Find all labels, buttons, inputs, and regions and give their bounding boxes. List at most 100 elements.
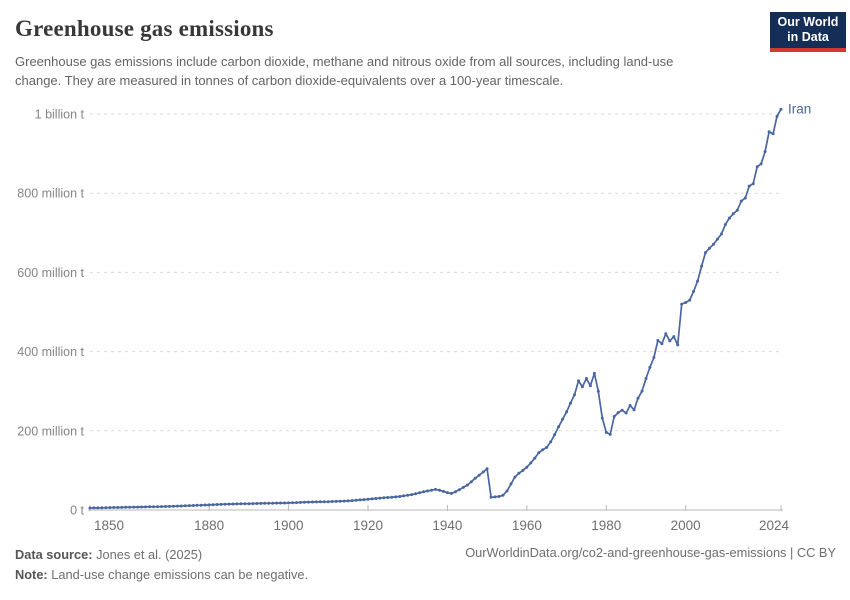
data-point (243, 502, 247, 506)
x-axis-label: 1880 (194, 518, 224, 533)
data-point (592, 371, 596, 375)
owid-logo[interactable]: Our World in Data (770, 12, 846, 52)
entity-label-iran[interactable]: Iran (788, 102, 811, 117)
data-point (533, 456, 537, 460)
data-point (660, 342, 664, 346)
y-axis-label: 600 million t (17, 266, 84, 280)
data-point (441, 489, 445, 493)
data-point (175, 504, 179, 508)
data-point (692, 289, 696, 293)
data-point (656, 339, 660, 342)
data-point (96, 506, 100, 510)
data-point (171, 504, 175, 508)
y-axis-label: 800 million t (17, 187, 84, 201)
data-point (370, 497, 374, 501)
attribution-link[interactable]: OurWorldinData.org/co2-and-greenhouse-ga… (465, 545, 836, 560)
data-point (445, 491, 449, 495)
data-point (283, 501, 287, 505)
data-point (755, 165, 759, 169)
data-point (573, 393, 576, 397)
data-point (263, 501, 267, 505)
data-point (477, 473, 481, 477)
data-point (418, 491, 422, 495)
data-point (481, 470, 485, 474)
owid-logo-line2: in Data (787, 30, 829, 44)
data-point (644, 377, 648, 380)
data-point (291, 501, 294, 505)
data-point (509, 482, 513, 486)
data-point (469, 480, 473, 484)
data-point (394, 495, 398, 499)
data-point (608, 432, 612, 436)
data-point (92, 506, 96, 510)
data-point (545, 445, 549, 449)
data-point (120, 505, 124, 509)
data-point (275, 501, 279, 505)
data-point (362, 498, 366, 502)
data-point (676, 343, 680, 347)
iran-emissions-line[interactable] (89, 108, 782, 509)
chart-subtitle: Greenhouse gas emissions include carbon … (15, 54, 674, 88)
data-point (231, 502, 235, 506)
note-label: Note: (15, 567, 48, 583)
data-point (561, 417, 565, 421)
data-point (203, 503, 207, 507)
data-point (636, 396, 640, 400)
owid-logo-line1: Our World (777, 15, 839, 29)
data-point (684, 301, 688, 304)
data-point (259, 501, 263, 505)
data-point (600, 416, 604, 420)
data-point (144, 505, 148, 509)
data-point (306, 500, 310, 504)
page-title: Greenhouse gas emissions (15, 16, 274, 41)
data-point (700, 264, 704, 268)
data-point (438, 488, 441, 492)
data-point (426, 489, 430, 493)
data-point (723, 223, 727, 226)
data-point (140, 505, 144, 509)
data-point (195, 503, 199, 507)
data-point (461, 485, 465, 489)
y-axis-label: 0 t (70, 504, 84, 518)
data-point (410, 493, 414, 497)
data-point (318, 500, 322, 504)
data-point (505, 489, 509, 493)
data-point (569, 401, 572, 405)
data-point (334, 499, 338, 503)
data-point (779, 107, 783, 111)
data-point (314, 500, 318, 504)
data-point (501, 493, 505, 497)
data-point (255, 502, 259, 505)
data-point (124, 505, 128, 509)
data-point (775, 114, 779, 118)
data-point (696, 279, 700, 283)
data-point (136, 505, 140, 509)
data-point (179, 504, 183, 508)
data-point (183, 504, 187, 508)
data-point (390, 495, 394, 499)
data-point (152, 505, 155, 509)
data-point (719, 232, 723, 236)
data-point (207, 503, 211, 507)
data-point (227, 502, 231, 506)
data-point (191, 504, 195, 507)
data-point (378, 496, 382, 500)
data-point (310, 500, 314, 504)
data-point (271, 501, 275, 505)
data-point (279, 501, 283, 505)
x-axis-label: 1920 (353, 518, 383, 533)
data-point (763, 150, 767, 154)
x-axis-label: 1960 (512, 518, 542, 533)
data-point (358, 498, 362, 502)
note-value: Land-use change emissions can be negativ… (51, 567, 309, 583)
data-point (596, 389, 600, 393)
data-point (322, 500, 326, 504)
x-axis-label: 1850 (94, 518, 124, 533)
data-source-line: Data source: Jones et al. (2025) (15, 545, 308, 565)
data-point (716, 237, 719, 241)
data-point (624, 411, 628, 415)
data-point (457, 488, 461, 492)
data-point (302, 500, 306, 504)
data-point (434, 487, 437, 491)
